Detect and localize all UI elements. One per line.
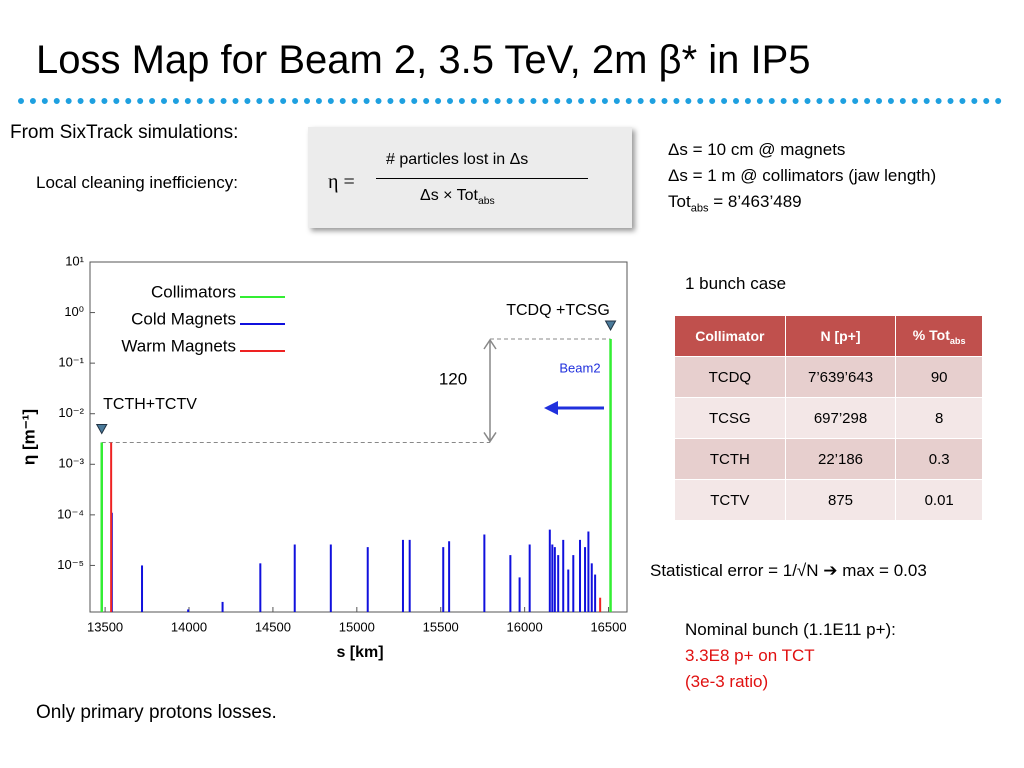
y-tick-label: 10⁻⁴ xyxy=(57,506,84,521)
ratio-note: (3e-3 ratio) xyxy=(685,672,769,691)
x-tick-label: 15500 xyxy=(423,619,459,634)
header-text: N [p+] xyxy=(820,328,861,344)
denominator-sub: abs xyxy=(477,196,495,208)
denominator-text: Δs × Tot xyxy=(420,187,478,204)
x-tick-label: 14500 xyxy=(255,619,291,634)
table-caption: 1 bunch case xyxy=(685,274,787,293)
collimators-note: Δs = 1 m @ collimators (jaw length) xyxy=(668,166,937,185)
table-cell: 875 xyxy=(784,479,897,521)
footer-note: Only primary protons losses. xyxy=(36,702,277,723)
total-text: Tot xyxy=(668,192,691,211)
x-tick-label: 16000 xyxy=(507,619,543,634)
y-tick-label: 10⁻² xyxy=(58,405,84,420)
table-row: TCSG 697’298 8 xyxy=(674,397,983,439)
slide-title: Loss Map for Beam 2, 3.5 TeV, 2m β* in I… xyxy=(36,38,811,82)
formula-lhs: η = xyxy=(328,171,355,193)
x-tick-label: 15000 xyxy=(339,619,375,634)
table-cell: TCDQ xyxy=(674,356,786,398)
annotation: 120 xyxy=(439,369,467,388)
formula-box: η = # particles lost in Δs Δs × Totabs xyxy=(308,127,632,228)
x-tick-label: 16500 xyxy=(590,619,626,634)
nominal-note: Nominal bunch (1.1E11 p+): xyxy=(685,620,896,639)
legend-label: Warm Magnets xyxy=(121,336,236,355)
total-sub: abs xyxy=(690,202,709,215)
table-row: TCTV 875 0.01 xyxy=(674,479,983,521)
collimator-table: Collimator N [p+] % Totabs TCDQ 7’639’643… xyxy=(674,315,983,521)
y-tick-label: 10⁻³ xyxy=(58,456,84,471)
magnets-note: Δs = 10 cm @ magnets xyxy=(668,140,846,159)
plot-frame xyxy=(89,261,628,613)
header-cell: N [p+] xyxy=(784,315,897,357)
y-tick-label: 10¹ xyxy=(65,253,84,268)
total-value: = 8’463’489 xyxy=(708,192,802,211)
table-cell: 0.01 xyxy=(895,479,983,521)
y-tick-label: 10⁻¹ xyxy=(58,355,84,370)
ratio-arrowhead xyxy=(483,432,497,443)
annotation: TCTH+TCTV xyxy=(103,396,197,413)
table-cell: 7’639’643 xyxy=(784,356,897,398)
table-cell: 0.3 xyxy=(895,438,983,480)
legend-label: Collimators xyxy=(151,282,236,301)
y-tick-label: 10⁰ xyxy=(64,304,84,319)
nominal-notes: Nominal bunch (1.1E11 p+): 3.3E8 p+ on T… xyxy=(685,617,896,695)
y-axis-label: η [m⁻¹] xyxy=(19,409,38,465)
header-text: % Tot xyxy=(912,326,950,343)
header-cell: Collimator xyxy=(674,315,786,357)
ratio-arrowhead xyxy=(483,338,497,350)
table-cell: 90 xyxy=(895,356,983,398)
x-tick-label: 14000 xyxy=(171,619,207,634)
resolution-notes: Δs = 10 cm @ magnets Δs = 1 m @ collimat… xyxy=(668,137,936,221)
title-rule xyxy=(18,98,1002,104)
location-marker xyxy=(604,320,617,332)
legend-label: Cold Magnets xyxy=(131,309,236,328)
annotation: TCDQ +TCSG xyxy=(506,302,610,319)
error-note: Statistical error = 1/√N ➔ max = 0.03 xyxy=(650,561,927,580)
table-cell: 697’298 xyxy=(784,397,897,439)
source-text: From SixTrack simulations: xyxy=(10,122,239,143)
table-row: TCTH 22’186 0.3 xyxy=(674,438,983,480)
beam-label: Beam2 xyxy=(559,360,600,375)
formula-numerator: # particles lost in Δs xyxy=(386,151,529,168)
tct-note: 3.3E8 p+ on TCT xyxy=(685,646,815,665)
total-note: Totabs = 8’463’489 xyxy=(668,189,936,221)
header-text: Collimator xyxy=(695,328,765,344)
y-tick-label: 10⁻⁵ xyxy=(57,557,84,572)
table-cell: TCTV xyxy=(674,479,786,521)
x-tick-label: 13500 xyxy=(87,619,123,634)
table-cell: 8 xyxy=(895,397,983,439)
table-cell: 22’186 xyxy=(784,438,897,480)
header-sub: abs xyxy=(949,335,966,346)
formula-denominator: Δs × Totabs xyxy=(420,187,495,207)
fraction-bar xyxy=(376,178,588,179)
header-cell: % Totabs xyxy=(895,315,983,357)
header-row: Collimator N [p+] % Totabs xyxy=(674,315,983,357)
table-row: TCDQ 7’639’643 90 xyxy=(674,356,983,398)
x-axis-label: s [km] xyxy=(336,644,383,661)
location-marker xyxy=(95,423,108,435)
beam-arrowhead xyxy=(544,401,558,415)
definition-text: Local cleaning inefficiency: xyxy=(36,173,238,192)
table-cell: TCTH xyxy=(674,438,786,480)
table-cell: TCSG xyxy=(674,397,786,439)
